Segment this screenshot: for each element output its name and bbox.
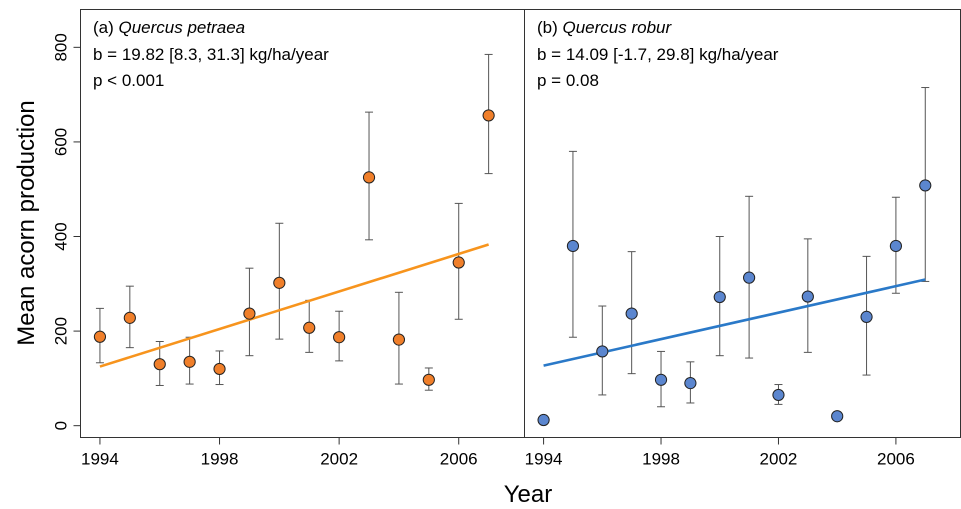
data-point	[625, 307, 638, 320]
data-point	[303, 321, 316, 334]
data-point	[537, 413, 550, 427]
panel-b-title: (b) Quercus robur	[537, 18, 672, 37]
data-point	[566, 239, 580, 253]
y-tick-label: 800	[52, 33, 71, 61]
y-tick-label: 400	[52, 222, 71, 250]
trend-line	[99, 243, 490, 368]
data-point	[422, 373, 435, 386]
data-point	[654, 373, 668, 386]
x-tick-label: 2002	[320, 450, 358, 469]
data-point	[183, 355, 196, 368]
data-point	[392, 333, 406, 346]
x-tick-label: 1994	[81, 450, 119, 469]
data-point	[772, 388, 785, 402]
panel-a-title: (a) Quercus petraea	[93, 18, 245, 37]
data-point	[831, 410, 844, 423]
data-point	[919, 179, 932, 192]
data-point	[596, 345, 609, 358]
x-tick-label: 2002	[760, 450, 798, 469]
y-tick-label: 0	[52, 421, 71, 430]
y-tick-label: 600	[52, 128, 71, 156]
data-point	[889, 239, 903, 253]
panel-b-slope: b = 14.09 [-1.7, 29.8] kg/ha/year	[537, 45, 779, 64]
data-point	[684, 377, 697, 390]
x-tick-label: 2006	[877, 450, 915, 469]
x-tick-label: 1998	[642, 450, 680, 469]
data-point	[123, 311, 136, 324]
data-point	[713, 290, 726, 304]
x-tick-label: 1998	[201, 450, 239, 469]
x-tick-label: 2006	[440, 450, 478, 469]
data-point	[333, 331, 346, 344]
data-point	[362, 171, 376, 184]
data-point	[93, 330, 107, 343]
y-tick-label: 200	[52, 317, 71, 345]
data-point	[801, 290, 814, 303]
data-point	[860, 310, 873, 324]
data-point	[482, 109, 495, 122]
y-axis-title: Mean acorn production	[13, 100, 40, 345]
x-axis-title: Year	[504, 481, 553, 508]
panel-a-plot: 1994 1998 2002 2006 0 200 400 600 800	[52, 33, 495, 469]
data-point	[213, 362, 226, 376]
panel-b-plot: 1994 1998 2002 2006	[525, 87, 932, 469]
data-point	[243, 307, 256, 320]
data-point	[743, 271, 756, 284]
x-tick-label: 1994	[525, 450, 563, 469]
panel-b-pvalue: p = 0.08	[537, 71, 599, 90]
panel-a-slope: b = 19.82 [8.3, 31.3] kg/ha/year	[93, 45, 329, 64]
data-point	[273, 276, 286, 289]
data-point	[153, 358, 166, 371]
data-point	[452, 256, 465, 269]
panel-a-pvalue: p < 0.001	[93, 71, 164, 90]
